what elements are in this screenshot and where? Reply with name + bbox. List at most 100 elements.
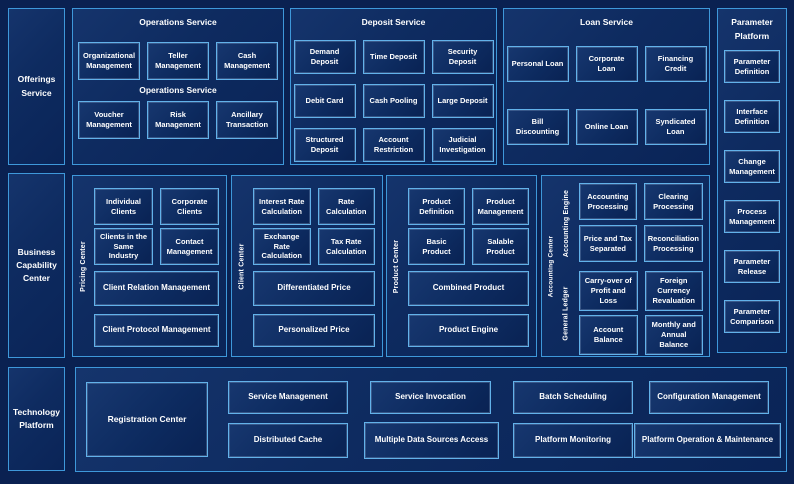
box-time-deposit: Time Deposit — [362, 39, 425, 74]
box-clearing-processing: Clearing Processing — [643, 183, 703, 220]
technology-platform-block: Technology Platform — [8, 367, 65, 471]
box-interface-definition: Interface Definition — [724, 100, 780, 134]
box-configuration-management: Configuration Management — [649, 381, 769, 414]
accounting-center-vlabel: Accounting Center — [547, 235, 555, 297]
operations-row-2: Voucher Management Risk Management Ancil… — [73, 100, 283, 139]
box-ancillary-transaction: Ancillary Transaction — [216, 100, 278, 139]
box-online-loan: Online Loan — [575, 108, 638, 145]
parameter-platform-panel: Parameter Platform Parameter Definition … — [717, 8, 787, 353]
box-individual-clients: Individual Clients — [94, 188, 153, 225]
box-distributed-cache: Distributed Cache — [228, 423, 348, 458]
box-accounting-processing: Accounting Processing — [579, 183, 637, 220]
box-structured-deposit: Structured Deposit — [293, 127, 356, 162]
offerings-service-label: Offerings Service — [17, 74, 56, 98]
box-parameter-definition: Parameter Definition — [724, 50, 780, 84]
box-batch-scheduling: Batch Scheduling — [513, 381, 633, 414]
box-client-protocol-management: Client Protocol Management — [94, 314, 219, 347]
box-product-engine: Product Engine — [408, 314, 529, 347]
operations-service-title: Operations Service — [139, 17, 217, 27]
box-large-deposit: Large Deposit — [431, 83, 494, 118]
loan-grid: Personal Loan Corporate Loan Financing C… — [504, 45, 709, 145]
operations-service-panel: Operations Service Organizational Manage… — [72, 8, 284, 165]
box-judicial-investigation: Judicial Investigation — [431, 127, 494, 162]
box-security-deposit: Security Deposit — [431, 39, 494, 74]
deposit-service-panel: Deposit Service Demand Deposit Time Depo… — [290, 8, 497, 165]
pricing-center-content: Individual Clients Corporate Clients Cli… — [94, 188, 219, 347]
box-clients-same-industry: Clients in the Same Industry — [94, 228, 153, 265]
client-center-content: Interest Rate Calculation Rate Calculati… — [253, 188, 375, 347]
general-ledger-vlabel: General Ledger — [563, 285, 570, 341]
deposit-grid: Demand Deposit Time Deposit Security Dep… — [291, 39, 496, 162]
box-basic-product: Basic Product — [408, 228, 465, 265]
box-demand-deposit: Demand Deposit — [293, 39, 356, 74]
general-ledger-grid: Carry-over of Profit and Loss Foreign Cu… — [579, 271, 703, 355]
accounting-center-content: Accounting Processing Clearing Processin… — [579, 183, 703, 355]
box-platform-monitoring: Platform Monitoring — [513, 423, 633, 458]
pricing-center-vlabel: Pricing Center — [79, 240, 87, 292]
product-center-vlabel: Product Center — [393, 239, 401, 293]
loan-service-panel: Loan Service Personal Loan Corporate Loa… — [503, 8, 710, 165]
box-voucher-management: Voucher Management — [78, 100, 140, 139]
parameter-column: Parameter Definition Interface Definitio… — [718, 50, 786, 334]
box-product-management: Product Management — [472, 188, 529, 225]
box-teller-management: Teller Management — [147, 41, 209, 80]
box-bill-discounting: Bill Discounting — [506, 108, 569, 145]
deposit-service-title: Deposit Service — [361, 17, 426, 27]
product-center-panel: Product Center Product Definition Produc… — [386, 175, 537, 357]
box-syndicated-loan: Syndicated Loan — [644, 108, 707, 145]
box-parameter-comparison: Parameter Comparison — [724, 300, 780, 334]
business-capability-center-block: Business Capability Center — [8, 173, 65, 358]
box-client-relation-management: Client Relation Management — [94, 271, 219, 306]
box-foreign-currency-revaluation: Foreign Currency Revaluation — [644, 271, 703, 311]
box-process-management: Process Management — [724, 200, 780, 234]
box-personalized-price: Personalized Price — [253, 314, 375, 347]
box-multiple-data-sources-access: Multiple Data Sources Access — [364, 422, 499, 459]
box-account-restriction: Account Restriction — [362, 127, 425, 162]
box-tax-rate-calculation: Tax Rate Calculation — [317, 228, 375, 265]
box-risk-management: Risk Management — [147, 100, 209, 139]
box-debit-card: Debit Card — [293, 83, 356, 118]
client-center-vlabel: Client Center — [238, 242, 246, 290]
box-corporate-loan: Corporate Loan — [575, 45, 638, 82]
box-differentiated-price: Differentiated Price — [253, 271, 375, 306]
accounting-engine-grid: Accounting Processing Clearing Processin… — [579, 183, 703, 262]
box-organizational-management: Organizational Management — [78, 41, 140, 80]
accounting-center-panel: Accounting Center Accounting Engine Gene… — [541, 175, 710, 357]
box-service-management: Service Management — [228, 381, 348, 414]
box-parameter-release: Parameter Release — [724, 250, 780, 284]
parameter-platform-title: Parameter Platform — [731, 17, 773, 41]
offerings-service-block: Offerings Service — [8, 8, 65, 165]
box-change-management: Change Management — [724, 150, 780, 184]
box-registration-center: Registration Center — [86, 382, 208, 457]
box-cash-management: Cash Management — [216, 41, 278, 80]
box-interest-rate-calculation: Interest Rate Calculation — [253, 188, 311, 225]
box-financing-credit: Financing Credit — [644, 45, 707, 82]
business-capability-center-label: Business Capability Center — [16, 246, 57, 284]
accounting-engine-vlabel: Accounting Engine — [563, 189, 570, 257]
technology-platform-panel: Registration Center Service Management S… — [75, 367, 787, 472]
pricing-center-panel: Pricing Center Individual Clients Corpor… — [72, 175, 227, 357]
box-reconciliation-processing: Reconciliation Processing — [643, 225, 703, 262]
box-contact-management: Contact Management — [160, 228, 219, 265]
client-center-panel: Client Center Interest Rate Calculation … — [231, 175, 383, 357]
box-rate-calculation: Rate Calculation — [317, 188, 375, 225]
operations-service-subtitle: Operations Service — [139, 84, 217, 95]
box-platform-operation-maintenance: Platform Operation & Maintenance — [634, 423, 781, 458]
technology-platform-label: Technology Platform — [12, 406, 61, 430]
box-monthly-annual-balance: Monthly and Annual Balance — [644, 315, 703, 355]
box-combined-product: Combined Product — [408, 271, 529, 306]
box-salable-product: Salable Product — [472, 228, 529, 265]
operations-row-1: Organizational Management Teller Managem… — [73, 41, 283, 80]
box-price-tax-separated: Price and Tax Separated — [579, 225, 637, 262]
box-corporate-clients: Corporate Clients — [160, 188, 219, 225]
loan-service-title: Loan Service — [580, 17, 633, 27]
box-service-invocation: Service Invocation — [370, 381, 491, 414]
box-exchange-rate-calculation: Exchange Rate Calculation — [253, 228, 311, 265]
box-carry-over-profit-loss: Carry-over of Profit and Loss — [579, 271, 638, 311]
box-account-balance: Account Balance — [579, 315, 638, 355]
box-product-definition: Product Definition — [408, 188, 465, 225]
box-cash-pooling: Cash Pooling — [362, 83, 425, 118]
product-center-content: Product Definition Product Management Ba… — [408, 188, 529, 347]
box-personal-loan: Personal Loan — [506, 45, 569, 82]
